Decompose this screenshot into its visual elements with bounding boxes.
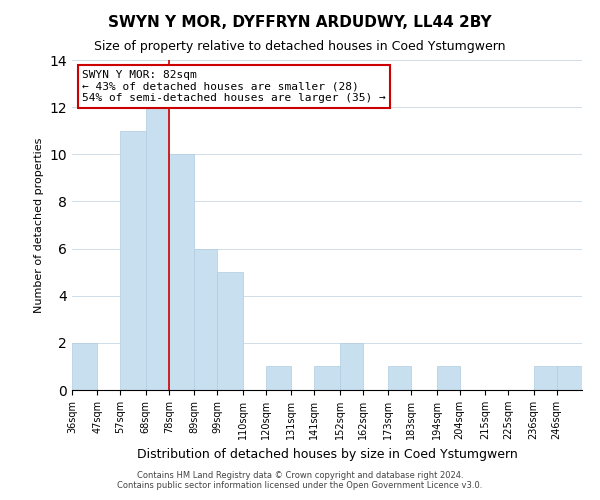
Y-axis label: Number of detached properties: Number of detached properties [34,138,44,312]
Bar [194,248,217,390]
Text: Size of property relative to detached houses in Coed Ystumgwern: Size of property relative to detached ho… [94,40,506,53]
Text: SWYN Y MOR: 82sqm
← 43% of detached houses are smaller (28)
54% of semi-detached: SWYN Y MOR: 82sqm ← 43% of detached hous… [82,70,386,103]
Text: Contains HM Land Registry data © Crown copyright and database right 2024.
Contai: Contains HM Land Registry data © Crown c… [118,470,482,490]
Bar [388,366,411,390]
Bar [121,130,146,390]
Bar [169,154,194,390]
Bar [314,366,340,390]
Bar [146,107,169,390]
Bar [72,343,97,390]
X-axis label: Distribution of detached houses by size in Coed Ystumgwern: Distribution of detached houses by size … [137,448,517,460]
Bar [266,366,291,390]
Bar [437,366,460,390]
Bar [557,366,582,390]
Bar [340,343,363,390]
Text: SWYN Y MOR, DYFFRYN ARDUDWY, LL44 2BY: SWYN Y MOR, DYFFRYN ARDUDWY, LL44 2BY [108,15,492,30]
Bar [533,366,557,390]
Bar [217,272,243,390]
